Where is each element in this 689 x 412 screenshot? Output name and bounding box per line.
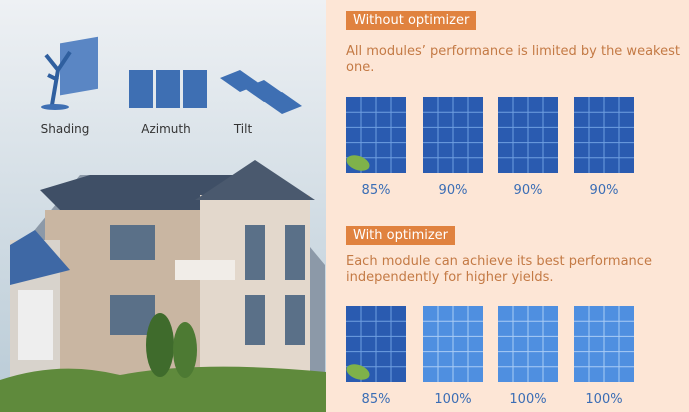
module-percentage: 90% bbox=[496, 183, 560, 198]
module-percentage: 100% bbox=[421, 392, 485, 407]
module-percentage: 90% bbox=[421, 183, 485, 198]
module-percentage: 100% bbox=[572, 392, 636, 407]
page: Shading Azimuth Tilt Without optimizer A… bbox=[0, 0, 689, 412]
module-percentage: 100% bbox=[496, 392, 560, 407]
module-percentage: 85% bbox=[344, 392, 408, 407]
modules bbox=[0, 0, 689, 412]
module-percentage: 90% bbox=[572, 183, 636, 198]
module-percentage: 85% bbox=[344, 183, 408, 198]
